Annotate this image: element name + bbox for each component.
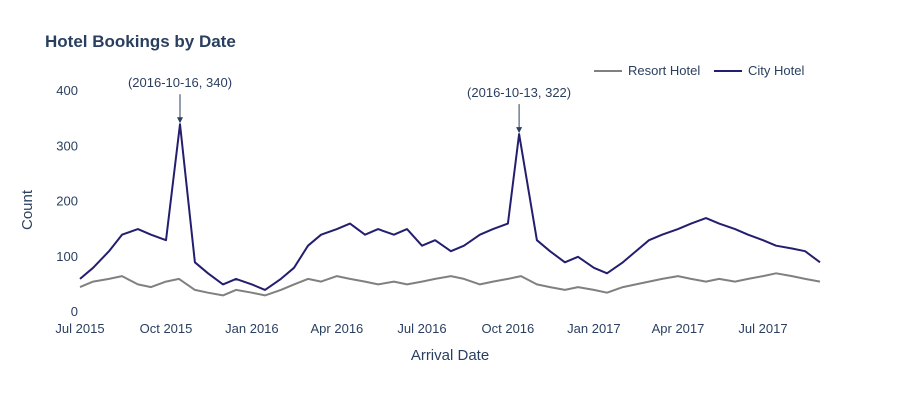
y-axis-title: Count (19, 189, 36, 230)
x-tick-label: Oct 2015 (140, 321, 193, 336)
x-tick-label: Apr 2016 (311, 321, 364, 336)
y-tick-label: 100 (56, 249, 78, 264)
x-axis-title: Arrival Date (411, 347, 489, 364)
annotation-label: (2016-10-16, 340) (128, 75, 232, 90)
legend: Resort Hotel City Hotel (594, 63, 804, 78)
x-tick-label: Oct 2016 (482, 321, 535, 336)
plot-area (79, 123, 821, 297)
legend-label-resort-hotel: Resort Hotel (628, 63, 700, 78)
series-line-city-hotel (79, 123, 821, 291)
y-axis-ticks: 0 100 200 300 400 (56, 83, 78, 319)
y-tick-label: 0 (71, 304, 78, 319)
x-tick-label: Jul 2016 (397, 321, 446, 336)
legend-label-city-hotel: City Hotel (748, 63, 804, 78)
x-axis-ticks: Jul 2015 Oct 2015 Jan 2016 Apr 2016 Jul 2016… (55, 321, 787, 336)
series-line-resort-hotel (79, 272, 821, 297)
annotations: (2016-10-16, 340) (2016-10-13, 322) (128, 75, 571, 134)
y-tick-label: 200 (56, 194, 78, 209)
y-tick-label: 400 (56, 83, 78, 98)
x-tick-label: Jul 2017 (738, 321, 787, 336)
chart-title: Hotel Bookings by Date (45, 32, 236, 51)
x-tick-label: Jul 2015 (55, 321, 104, 336)
x-tick-label: Apr 2017 (652, 321, 705, 336)
annotation-arrowhead (516, 127, 523, 134)
x-tick-label: Jan 2017 (567, 321, 621, 336)
x-tick-label: Jan 2016 (225, 321, 279, 336)
annotation-arrowhead (177, 117, 183, 124)
y-tick-label: 300 (56, 138, 78, 153)
annotation-label: (2016-10-13, 322) (467, 85, 571, 100)
